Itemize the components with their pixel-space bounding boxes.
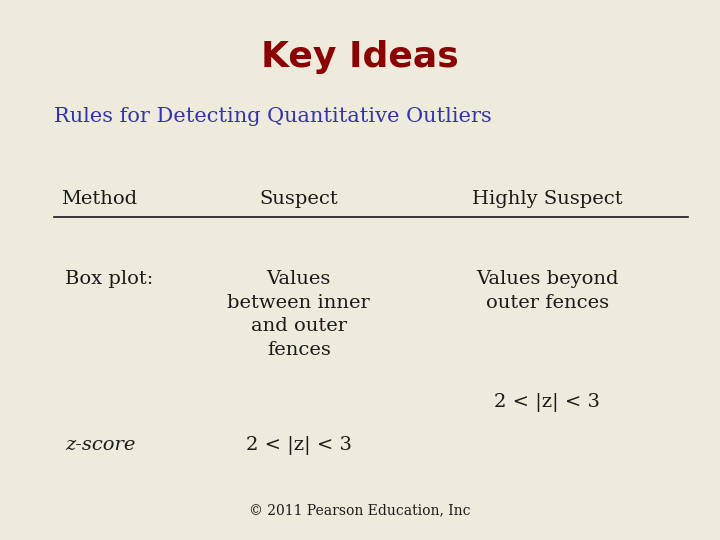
- Text: Box plot:: Box plot:: [65, 270, 153, 288]
- Text: Method: Method: [61, 190, 138, 208]
- Text: 2 < |z| < 3: 2 < |z| < 3: [246, 436, 352, 455]
- Text: © 2011 Pearson Education, Inc: © 2011 Pearson Education, Inc: [249, 503, 471, 517]
- Text: Values
between inner
and outer
fences: Values between inner and outer fences: [228, 270, 370, 359]
- Text: Suspect: Suspect: [259, 190, 338, 208]
- Text: Values beyond
outer fences: Values beyond outer fences: [476, 270, 618, 312]
- Text: z-score: z-score: [65, 436, 135, 455]
- Text: 2 < |z| < 3: 2 < |z| < 3: [494, 393, 600, 412]
- Text: Highly Suspect: Highly Suspect: [472, 190, 623, 208]
- Text: Key Ideas: Key Ideas: [261, 40, 459, 73]
- Text: Rules for Detecting Quantitative Outliers: Rules for Detecting Quantitative Outlier…: [54, 106, 492, 126]
